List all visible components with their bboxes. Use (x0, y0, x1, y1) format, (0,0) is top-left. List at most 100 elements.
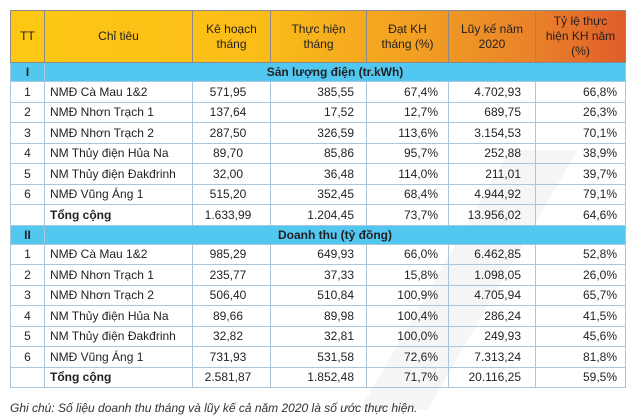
table-cell: 100,9% (366, 284, 449, 306)
table-cell: 32,81 (270, 325, 367, 347)
header-luy-ke: Lũy kế năm 2020 (448, 10, 536, 63)
table-cell: 4.702,93 (448, 81, 536, 103)
section-row: I Sản lượng điện (tr.kWh) (10, 62, 626, 82)
table-cell: 26,0% (535, 264, 626, 286)
header-chi-tieu: Chỉ tiêu (44, 10, 193, 63)
table-row: 3 NMĐ Nhơn Trạch 2 506,40 510,84 100,9% 4.705… (10, 284, 626, 306)
table-cell: 65,7% (535, 284, 626, 306)
table-cell: 81,8% (535, 346, 626, 368)
table-cell (10, 204, 45, 226)
table-cell: 6 (10, 183, 45, 205)
table-cell: 71,7% (366, 366, 449, 388)
table-cell: 26,3% (535, 101, 626, 123)
data-table: TT Chỉ tiêu Kê hoạch tháng Thực hiện thá… (10, 10, 626, 388)
table-cell: 506,40 (192, 284, 271, 306)
table-cell: 100,0% (366, 325, 449, 347)
table-cell: 137,64 (192, 101, 271, 123)
table-cell: 41,5% (535, 305, 626, 327)
table-row: 4 NM Thủy điện Hủa Na 89,70 85,86 95,7% 252,8… (10, 142, 626, 164)
table-cell: 20.116,25 (448, 366, 536, 388)
table-cell: Tổng cộng (44, 204, 193, 226)
table-cell: 515,20 (192, 183, 271, 205)
table-cell: 95,7% (366, 142, 449, 164)
table-cell: 66,8% (535, 81, 626, 103)
header-ty-le: Tỷ lệ thực hiện KH năm (%) (535, 10, 626, 63)
table-cell: 287,50 (192, 122, 271, 144)
table-cell: 1.852,48 (270, 366, 367, 388)
header-row: TT Chỉ tiêu Kê hoạch tháng Thực hiện thá… (10, 10, 626, 63)
table-row: 1 NMĐ Cà Mau 1&2 985,29 649,93 66,0% 6.462,85… (10, 243, 626, 265)
section-title: Doanh thu (tỷ đồng) (44, 224, 626, 245)
header-dat-kh: Đạt KH tháng (%) (366, 10, 449, 63)
table-cell: 73,7% (366, 204, 449, 226)
table-cell: 1 (10, 243, 45, 265)
table-row: 5 NM Thủy điện Đakđrinh 32,82 32,81 100,0% 24… (10, 325, 626, 347)
total-row: Tổng cộng 2.581,87 1.852,48 71,7% 20.116,25 5… (10, 366, 626, 388)
table-cell: 36,48 (270, 163, 367, 185)
table-cell: 2.581,87 (192, 366, 271, 388)
table-cell: 235,77 (192, 264, 271, 286)
table-row: 5 NM Thủy điện Đakđrinh 32,00 36,48 114,0% 21… (10, 163, 626, 185)
table-cell: Tổng cộng (44, 366, 193, 388)
table-cell: NMĐ Vũng Áng 1 (44, 183, 193, 205)
table-cell: 32,82 (192, 325, 271, 347)
table-cell: 13.956,02 (448, 204, 536, 226)
table-cell: NMĐ Cà Mau 1&2 (44, 81, 193, 103)
table-cell: 252,88 (448, 142, 536, 164)
table-cell: 32,00 (192, 163, 271, 185)
table-cell: 985,29 (192, 243, 271, 265)
table-cell: 1.633,99 (192, 204, 271, 226)
table-cell: 3.154,53 (448, 122, 536, 144)
table-cell: 100,4% (366, 305, 449, 327)
table-row: 2 NMĐ Nhơn Trạch 1 235,77 37,33 15,8% 1.098,0… (10, 264, 626, 286)
table-cell: NM Thủy điện Đakđrinh (44, 163, 193, 185)
table-cell: 385,55 (270, 81, 367, 103)
section-number: I (10, 62, 45, 82)
table-cell: NMĐ Nhơn Trạch 2 (44, 284, 193, 306)
table-cell: NMĐ Vũng Áng 1 (44, 346, 193, 368)
table-cell: 7.313,24 (448, 346, 536, 368)
table-cell: 2 (10, 101, 45, 123)
table-cell: 89,70 (192, 142, 271, 164)
table-cell: 5 (10, 325, 45, 347)
table-cell: 45,6% (535, 325, 626, 347)
table-cell: 4 (10, 142, 45, 164)
table-cell: 68,4% (366, 183, 449, 205)
table-cell: 649,93 (270, 243, 367, 265)
table-cell: 5 (10, 163, 45, 185)
table-cell: 249,93 (448, 325, 536, 347)
table-cell: 689,75 (448, 101, 536, 123)
table-row: 2 NMĐ Nhơn Trạch 1 137,64 17,52 12,7% 689,75 2… (10, 101, 626, 123)
table-row: 4 NM Thủy điện Hủa Na 89,66 89,98 100,4% 286,… (10, 305, 626, 327)
table-cell: 64,6% (535, 204, 626, 226)
header-ke-hoach: Kê hoạch tháng (192, 10, 271, 63)
table-cell: 326,59 (270, 122, 367, 144)
table-cell: 4 (10, 305, 45, 327)
table-cell: NM Thủy điện Hủa Na (44, 305, 193, 327)
table-cell: 89,66 (192, 305, 271, 327)
table-cell: 4.944,92 (448, 183, 536, 205)
table-cell: 286,24 (448, 305, 536, 327)
table-cell: 89,98 (270, 305, 367, 327)
table-cell: 79,1% (535, 183, 626, 205)
table-cell: NMĐ Cà Mau 1&2 (44, 243, 193, 265)
table-row: 6 NMĐ Vũng Áng 1 515,20 352,45 68,4% 4.944,92… (10, 183, 626, 205)
table-cell: 1 (10, 81, 45, 103)
table-cell: 67,4% (366, 81, 449, 103)
table-row: 3 NMĐ Nhơn Trạch 2 287,50 326,59 113,6% 3.154… (10, 122, 626, 144)
section-row: II Doanh thu (tỷ đồng) (10, 224, 626, 245)
table-cell: 3 (10, 284, 45, 306)
table-cell: 352,45 (270, 183, 367, 205)
table-cell: 4.705,94 (448, 284, 536, 306)
table-cell: 70,1% (535, 122, 626, 144)
table-cell: NMĐ Nhơn Trạch 1 (44, 264, 193, 286)
table-cell: 6.462,85 (448, 243, 536, 265)
total-row: Tổng cộng 1.633,99 1.204,45 73,7% 13.956,02 6… (10, 204, 626, 226)
table-cell: 510,84 (270, 284, 367, 306)
header-thuc-hien: Thực hiện tháng (270, 10, 367, 63)
table-cell: 3 (10, 122, 45, 144)
table-cell: 38,9% (535, 142, 626, 164)
table-cell: 1.204,45 (270, 204, 367, 226)
table-cell: 6 (10, 346, 45, 368)
table-cell: 59,5% (535, 366, 626, 388)
